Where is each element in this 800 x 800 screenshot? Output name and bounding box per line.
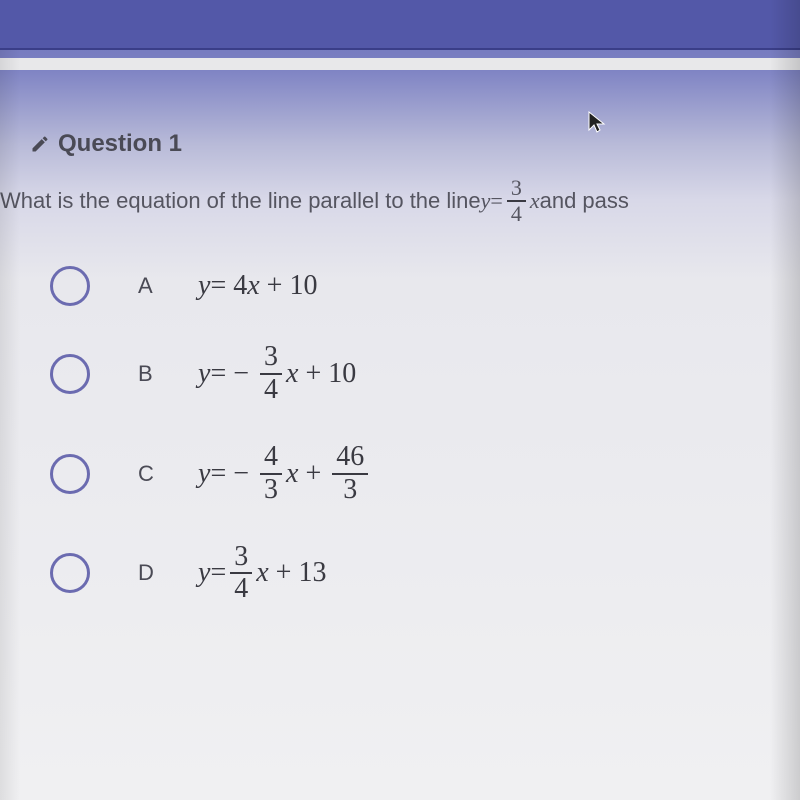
- fraction-numerator: 3: [507, 176, 526, 202]
- mouse-cursor-icon: [585, 110, 609, 134]
- option-eq-c: y = − 4 3 x + 46 3: [198, 442, 372, 506]
- option-d-fraction: 3 4: [230, 542, 252, 606]
- question-eq-lhs: y: [481, 188, 491, 214]
- option-row-b[interactable]: B y = − 3 4 x + 10: [50, 342, 800, 406]
- left-vignette: [0, 50, 20, 800]
- fraction-denominator: 4: [507, 202, 526, 226]
- browser-sub-bar: [0, 58, 800, 70]
- question-content: Question 1 What is the equation of the l…: [0, 70, 800, 605]
- question-header: Question 1: [0, 130, 800, 158]
- radio-d[interactable]: [50, 553, 90, 593]
- option-label-d: D: [138, 560, 198, 586]
- pencil-icon: [30, 134, 50, 154]
- option-b-fraction: 3 4: [260, 342, 282, 406]
- option-eq-a: y = 4x + 10: [198, 270, 317, 302]
- question-eq-sign: =: [490, 188, 502, 214]
- options-list: A y = 4x + 10 B y = − 3 4 x + 10: [0, 226, 800, 605]
- option-row-d[interactable]: D y = 3 4 x + 13: [50, 542, 800, 606]
- question-prefix: What is the equation of the line paralle…: [0, 188, 481, 214]
- question-text: What is the equation of the line paralle…: [0, 158, 800, 226]
- question-suffix: and pass: [540, 188, 629, 214]
- question-eq-var: x: [530, 188, 540, 214]
- browser-top-bar: [0, 0, 800, 50]
- option-c-fraction-2: 46 3: [332, 442, 368, 506]
- radio-b[interactable]: [50, 354, 90, 394]
- option-row-a[interactable]: A y = 4x + 10: [50, 266, 800, 306]
- option-label-c: C: [138, 461, 198, 487]
- radio-a[interactable]: [50, 266, 90, 306]
- question-title: Question 1: [58, 130, 182, 158]
- option-row-c[interactable]: C y = − 4 3 x + 46 3: [50, 442, 800, 506]
- option-label-b: B: [138, 361, 198, 387]
- right-vignette: [770, 0, 800, 800]
- option-eq-b: y = − 3 4 x + 10: [198, 342, 356, 406]
- question-fraction: 3 4: [507, 176, 526, 226]
- option-label-a: A: [138, 273, 198, 299]
- radio-c[interactable]: [50, 454, 90, 494]
- option-eq-d: y = 3 4 x + 13: [198, 542, 326, 606]
- option-c-fraction-1: 4 3: [260, 442, 282, 506]
